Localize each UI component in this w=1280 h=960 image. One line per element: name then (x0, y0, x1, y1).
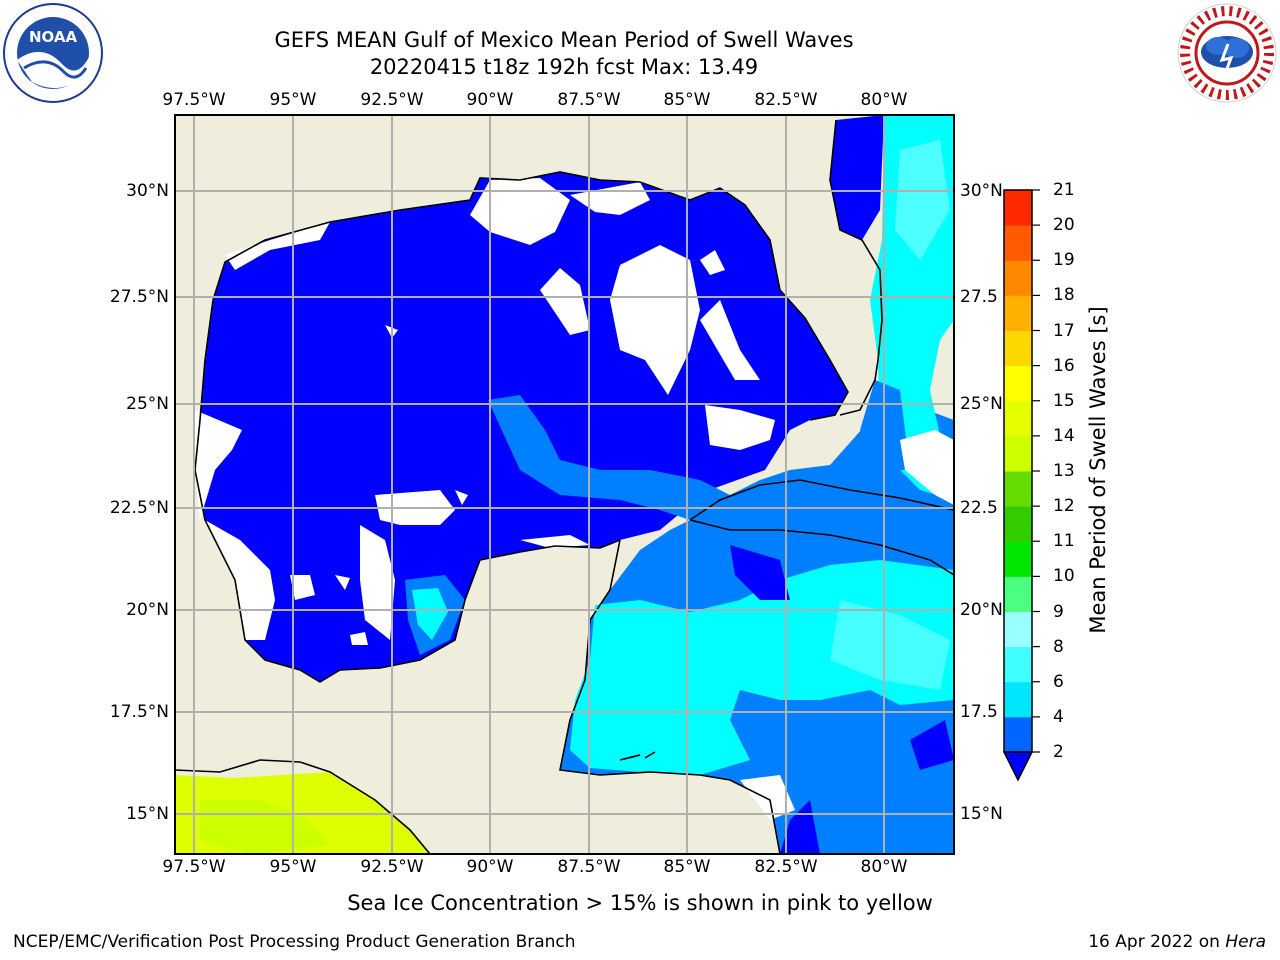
lat-label-left: 17.5°N (109, 702, 169, 722)
colorbar-bin (1004, 435, 1032, 472)
lat-label-right: 22.5 (960, 498, 998, 518)
lat-label-left: 27.5°N (109, 287, 169, 307)
lat-label-right: 25°N (960, 394, 1003, 414)
chart-title: GEFS MEAN Gulf of Mexico Mean Period of … (274, 28, 854, 52)
lon-label-top: 87.5°W (557, 90, 621, 110)
lon-label-bottom: 87.5°W (557, 857, 621, 877)
lat-label-right: 17.5 (960, 702, 998, 722)
noaa-logo: NOAA (2, 2, 104, 104)
lat-label-right: 20°N (960, 600, 1003, 620)
colorbar-tick-label: 18 (1053, 285, 1075, 306)
lon-label-top: 95°W (269, 90, 317, 110)
colorbar-bin (1004, 611, 1032, 648)
colorbar-tick-label: 12 (1053, 496, 1075, 517)
lon-label-bottom: 82.5°W (754, 857, 818, 877)
footer-left: NCEP/EMC/Verification Post Processing Pr… (13, 932, 576, 952)
colorbar-bin (1004, 471, 1032, 507)
lon-label-bottom: 80°W (860, 857, 908, 877)
colorbar-tick-label: 8 (1053, 636, 1064, 657)
noaa-logo-text: NOAA (29, 28, 78, 46)
colorbar-bin (1004, 681, 1032, 718)
colorbar-tick-label: 17 (1053, 320, 1075, 341)
colorbar-tick-label: 14 (1053, 425, 1075, 446)
footer-date: 16 Apr 2022 on (1088, 932, 1220, 952)
lon-label-bottom: 95°W (269, 857, 317, 877)
colorbar-tick-label: 20 (1053, 215, 1075, 236)
colorbar-extend (1002, 751, 1034, 782)
footer-host: Hera (1225, 932, 1266, 952)
footer-right: 16 Apr 2022 on Hera (1088, 932, 1266, 952)
colorbar-bin (1004, 576, 1032, 612)
graticule (175, 115, 954, 854)
nws-logo (1176, 2, 1278, 104)
colorbar-tick-label: 4 (1053, 706, 1064, 727)
lon-label-bottom: 90°W (466, 857, 514, 877)
colorbar-tick-label: 16 (1053, 355, 1075, 376)
chart-subtitle: 20220415 t18z 192h fcst Max: 13.49 (369, 55, 759, 79)
colorbar-bin (1004, 541, 1032, 577)
lat-label-left: 20°N (126, 600, 169, 620)
colorbar-tick-label: 13 (1053, 461, 1075, 481)
lat-label-left: 25°N (126, 394, 169, 414)
lat-label-left: 22.5°N (109, 498, 169, 518)
colorbar-bin (1004, 365, 1032, 402)
lon-label-top: 92.5°W (360, 90, 424, 110)
colorbar-bin (1004, 260, 1032, 296)
lat-label-right: 27.5 (960, 287, 998, 307)
colorbar-bin (1004, 716, 1032, 753)
colorbar-title: Mean Period of Swell Waves [s] (1086, 306, 1110, 634)
lat-label-left: 30°N (126, 181, 169, 201)
lon-label-top: 82.5°W (754, 90, 818, 110)
colorbar-bin (1004, 330, 1032, 367)
colorbar-bin (1004, 646, 1032, 683)
caption: Sea Ice Concentration > 15% is shown in … (347, 891, 933, 915)
lat-label-left: 15°N (126, 804, 169, 824)
colorbar-tick-label: 15 (1053, 390, 1075, 411)
no-data-patches (195, 178, 954, 820)
colorbar-tick-label: 21 (1053, 180, 1075, 200)
lat-label-right: 30°N (960, 181, 1003, 201)
colorbar-tick-label: 19 (1053, 250, 1075, 271)
lon-label-bottom: 85°W (663, 857, 711, 877)
lon-label-top: 85°W (663, 90, 711, 110)
colorbar-tick-label: 6 (1053, 671, 1064, 692)
colorbar-bin (1004, 190, 1032, 226)
colorbar (1002, 189, 1040, 782)
lon-label-top: 90°W (466, 90, 514, 110)
colorbar-tick-label: 9 (1053, 601, 1064, 622)
colorbar-bin (1004, 225, 1032, 261)
colorbar-tick-label: 10 (1053, 566, 1075, 587)
map-frame (174, 114, 955, 855)
colorbar-bin (1004, 295, 1032, 331)
colorbar-bin (1004, 400, 1032, 437)
lon-label-top: 97.5°W (162, 90, 226, 110)
colorbar-bin (1004, 506, 1032, 542)
colorbar-tick-label: 11 (1053, 531, 1075, 552)
lat-label-right: 15°N (960, 804, 1003, 824)
lon-label-bottom: 97.5°W (162, 857, 226, 877)
lon-label-top: 80°W (860, 90, 908, 110)
lon-label-bottom: 92.5°W (360, 857, 424, 877)
colorbar-tick-label: 2 (1053, 742, 1064, 762)
coastlines (175, 119, 954, 854)
